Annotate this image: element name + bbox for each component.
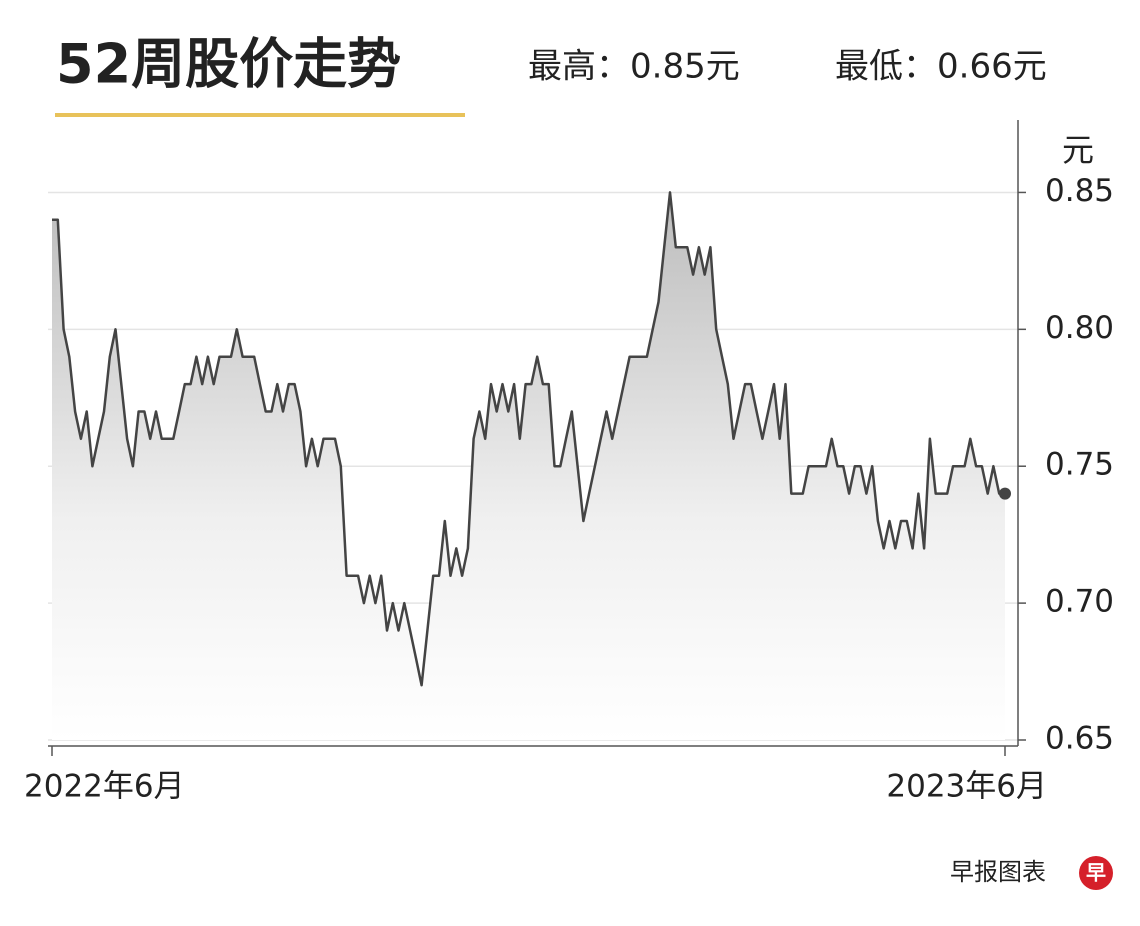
plot: 0.65 0.70 0.75 0.80 0.85 2022年6月 2023年6月: [24, 120, 1114, 805]
y-axis-label: 元: [1062, 131, 1094, 169]
logo-badge: [1079, 856, 1113, 890]
chart-title: 52周股价走势: [56, 33, 401, 96]
y-tick-label: 0.75: [1045, 447, 1114, 483]
y-tick-label: 0.80: [1045, 310, 1114, 346]
y-tick-label: 0.70: [1045, 584, 1114, 620]
y-tick-label: 0.65: [1045, 721, 1114, 757]
source: 早报图表: [950, 858, 1046, 886]
subtitle-high: 最高：0.85元: [528, 47, 740, 87]
y-tick-label: 0.85: [1045, 173, 1114, 209]
x-tick-label: 2023年6月: [886, 769, 1047, 805]
area: [52, 192, 1005, 740]
x-tick-label: 2022年6月: [24, 769, 185, 805]
price-line: [52, 191, 1005, 687]
logo: 早: [1086, 861, 1106, 885]
subtitle-low: 最低：0.66元: [835, 47, 1047, 87]
last-point: [999, 487, 1011, 500]
